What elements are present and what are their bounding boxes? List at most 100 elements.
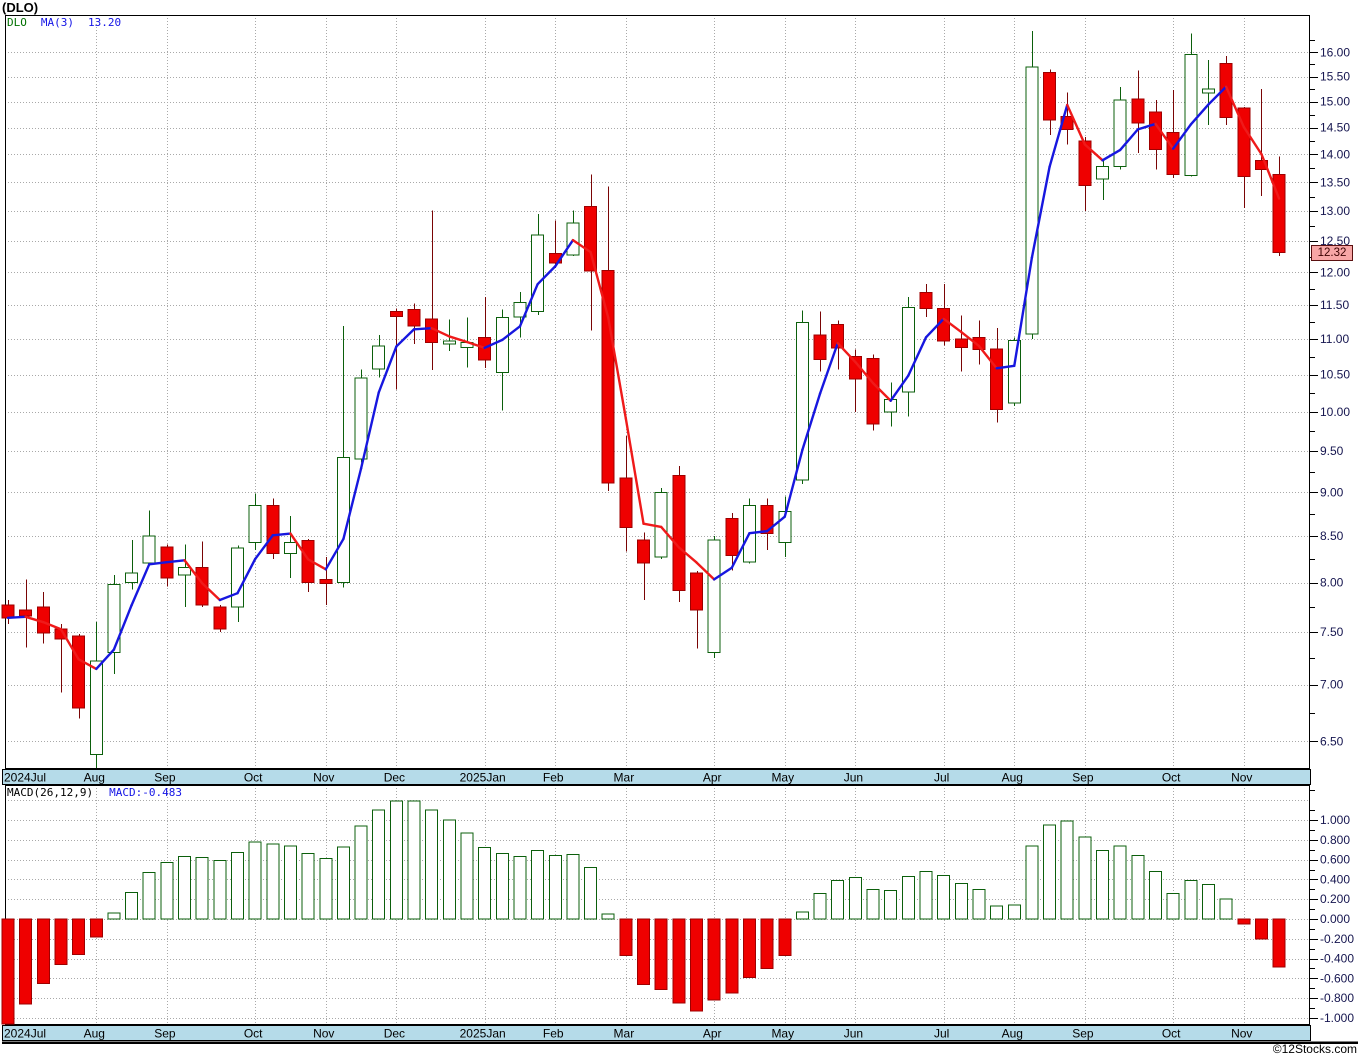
month-label: Sep (154, 1027, 176, 1041)
macd-bar-positive (831, 879, 845, 920)
macd-bar-positive (389, 800, 403, 920)
ma-segment-down (465, 340, 486, 350)
ma-segment-down (430, 326, 451, 338)
month-label: 2024Jul (4, 771, 46, 785)
macd-bar-positive (848, 876, 862, 920)
macd-bar-negative (19, 918, 33, 1005)
price-axis-label: 10.50 (1320, 368, 1350, 382)
price-axis-label: 8.50 (1320, 529, 1344, 543)
candle-body (1043, 72, 1057, 121)
candle-body (178, 566, 192, 576)
ma-segment-down (695, 561, 716, 581)
price-axis-label: 11.50 (1320, 298, 1349, 312)
candle-body (1254, 160, 1268, 170)
ma-segment-down (1083, 143, 1104, 162)
macd-axis-label: -0.600 (1320, 971, 1354, 985)
candle-body (1, 604, 15, 619)
price-axis-label: 9.00 (1320, 485, 1344, 499)
candle-body (495, 317, 509, 373)
main-plot-border (5, 15, 1310, 769)
price-axis-label: 11.00 (1320, 332, 1349, 346)
macd-bar-positive (407, 800, 421, 920)
candle-body (919, 291, 933, 309)
macd-bar-positive (1201, 883, 1215, 920)
candle-body (442, 340, 456, 345)
candle-body (213, 606, 227, 630)
ma-segment-up (1048, 103, 1069, 168)
ma-line (6, 85, 1281, 671)
candle-body (866, 358, 880, 425)
macd-bar-positive (442, 819, 456, 920)
macd-bar-positive (1007, 904, 1021, 920)
macd-axis-label: 0.200 (1320, 892, 1350, 906)
macd-bar-positive (195, 857, 209, 920)
last-price-tag: 12.32 (1311, 245, 1353, 261)
ma-segment-down (59, 628, 80, 661)
candle-body (372, 345, 386, 370)
macd-bar-positive (1025, 845, 1039, 920)
ma-segment-up (148, 560, 169, 566)
ma-segment-up (130, 563, 151, 607)
candle-body (707, 539, 721, 654)
month-band (2, 1025, 1311, 1041)
price-axis-label: 15.50 (1320, 70, 1350, 84)
macd-bar-negative (36, 918, 50, 984)
ma-segment-up (412, 326, 433, 331)
macd-bar-positive (248, 841, 262, 920)
macd-bar-positive (795, 911, 809, 920)
candle-body (760, 504, 774, 535)
month-label: Nov (1231, 771, 1252, 785)
candle-body (637, 539, 651, 564)
price-axis-label: 6.50 (1320, 734, 1344, 748)
ma-segment-down (642, 522, 663, 529)
ma-segment-down (1066, 103, 1087, 146)
macd-bar-positive (990, 905, 1004, 920)
legend-symbol: DLO (7, 16, 27, 29)
candle-body (584, 205, 598, 272)
price-axis-label: 14.00 (1320, 147, 1350, 161)
ma-segment-up (501, 325, 522, 342)
macd-params-label: MACD(26,12,9) (7, 786, 94, 799)
macd-bar-positive (283, 845, 297, 920)
ma-segment-up (1207, 85, 1228, 106)
candle-body (19, 609, 33, 617)
price-axis-label: 13.00 (1320, 204, 1350, 218)
macd-bar-negative (1, 918, 15, 1025)
macd-bar-negative (672, 918, 686, 1004)
month-label: Apr (703, 771, 722, 785)
bottom-rule (2, 1041, 1358, 1044)
macd-bar-positive (354, 825, 368, 920)
macd-bar-negative (707, 918, 721, 1001)
candle-body (389, 311, 403, 317)
macd-bar-positive (1184, 879, 1198, 920)
macd-bar-positive (301, 853, 315, 920)
month-label: 2025Jan (460, 771, 506, 785)
price-axis-label: 14.50 (1320, 121, 1350, 135)
ma-segment-up (748, 529, 769, 535)
month-label: Aug (84, 771, 105, 785)
macd-bar-positive (566, 854, 580, 920)
ma-segment-up (518, 282, 539, 328)
ma-segment-up (554, 238, 575, 268)
macd-bar-negative (1272, 918, 1286, 968)
candle-body (795, 321, 809, 481)
month-label: Oct (1162, 771, 1181, 785)
macd-bar-positive (1219, 898, 1233, 920)
macd-axis-label: -0.800 (1320, 991, 1354, 1005)
candle-body (107, 584, 121, 654)
month-label: Sep (154, 771, 176, 785)
candle-body (566, 222, 580, 256)
candle-body (1184, 54, 1198, 177)
macd-bar-positive (125, 891, 139, 920)
candle-body (72, 635, 86, 709)
candle-body (1166, 131, 1180, 175)
ma-segment-up (324, 537, 345, 571)
macd-bar-negative (1237, 918, 1251, 925)
macd-bar-positive (584, 867, 598, 920)
macd-bar-negative (619, 918, 633, 957)
ma-segment-up (924, 317, 945, 339)
macd-bar-negative (760, 918, 774, 969)
month-label: Sep (1072, 771, 1094, 785)
